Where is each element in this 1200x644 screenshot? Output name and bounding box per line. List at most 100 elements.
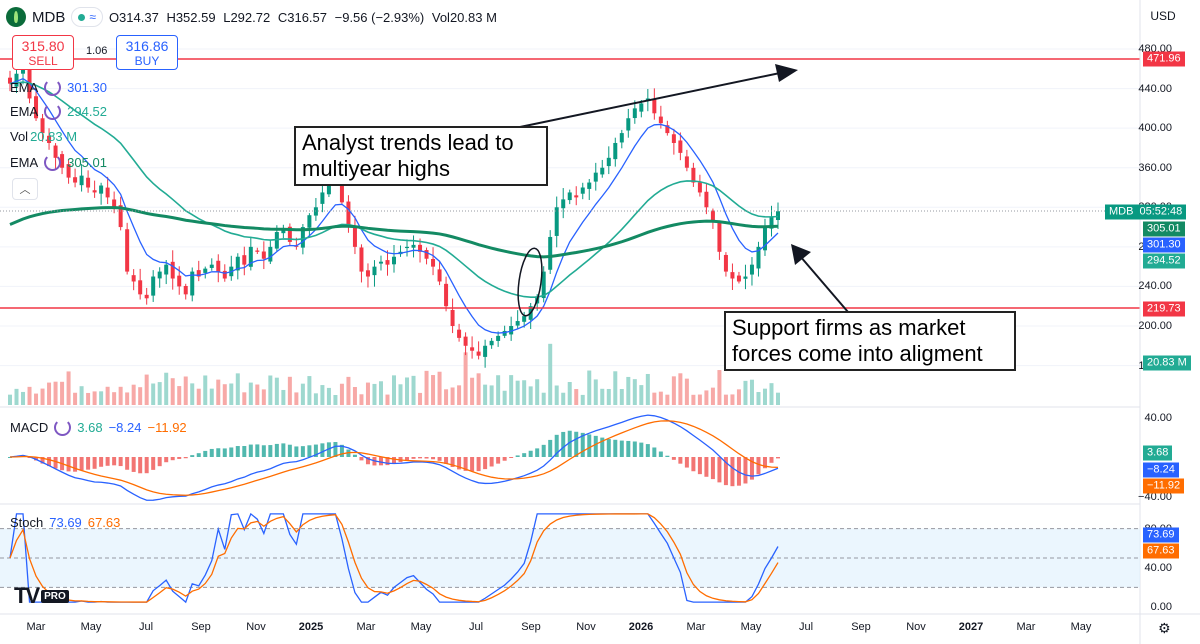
volume-bar — [261, 389, 266, 405]
buy-price: 316.86 — [125, 37, 169, 54]
candle-body — [548, 236, 553, 270]
candle-body — [281, 229, 286, 234]
time-axis-label: May — [1070, 621, 1092, 633]
volume-bar — [53, 381, 58, 405]
wave-icon: ≈ — [89, 10, 96, 24]
ema-2-name: EMA — [10, 104, 39, 119]
macd-histogram-bar — [496, 457, 501, 464]
candle-body — [431, 258, 436, 267]
candle-body — [405, 246, 410, 249]
candle-body — [378, 261, 383, 264]
macd-histogram-bar — [118, 457, 123, 467]
macd-histogram-bar — [658, 451, 663, 457]
open-value: O314.37 — [108, 9, 159, 25]
macd-histogram-bar — [313, 444, 318, 457]
candle-body — [717, 222, 722, 252]
macd-value-2: −8.24 — [108, 420, 142, 435]
macd-histogram-bar — [736, 457, 741, 486]
volume-bar — [541, 392, 546, 405]
stoch-legend[interactable]: Stoch 73.69 67.63 — [10, 515, 120, 530]
candle-body — [489, 340, 494, 346]
macd-histogram-bar — [769, 457, 774, 463]
refresh-icon[interactable] — [54, 419, 72, 436]
volume-bar — [626, 376, 631, 405]
macd-histogram-bar — [470, 457, 475, 472]
sell-button[interactable]: 315.80 SELL — [12, 35, 74, 70]
trend-arrow[interactable] — [519, 64, 798, 128]
candle-body — [53, 145, 58, 158]
candle-body — [483, 345, 488, 357]
macd-histogram-bar — [483, 457, 488, 470]
volume-bar — [730, 394, 735, 405]
candle-body — [645, 98, 650, 101]
candle-body — [40, 118, 45, 134]
refresh-icon[interactable] — [44, 154, 62, 171]
buy-button[interactable]: 316.86 BUY — [116, 35, 178, 70]
volume-bar — [678, 373, 683, 405]
candle-body — [671, 134, 676, 143]
macd-histogram-bar — [99, 457, 104, 467]
time-axis-label: Mar — [686, 621, 706, 633]
candle-body — [268, 246, 273, 262]
candle-body — [326, 182, 331, 195]
macd-histogram-bar — [548, 439, 553, 457]
volume-bar — [170, 378, 175, 405]
legend-volume[interactable]: Vol 20.83 M — [10, 129, 77, 144]
volume-bar — [483, 384, 488, 405]
macd-histogram-bar — [411, 457, 416, 459]
candle-body — [47, 135, 52, 143]
support-arrow[interactable] — [791, 244, 849, 313]
volume-bar — [587, 370, 592, 405]
volume-bar — [723, 394, 728, 405]
candle-body — [60, 154, 65, 168]
price-axis-label: 240.00 — [1138, 280, 1172, 293]
volume-bar — [125, 392, 130, 405]
macd-histogram-bar — [541, 444, 546, 457]
volume-bar — [359, 394, 364, 405]
legend-ema-2[interactable]: EMA 294.52 — [10, 103, 107, 120]
close-value: C316.57 — [277, 9, 327, 25]
gear-icon[interactable]: ⚙ — [1158, 620, 1171, 636]
macd-histogram-bar — [164, 457, 169, 463]
volume-bar — [105, 386, 110, 405]
macd-histogram-bar — [749, 457, 754, 480]
macd-legend[interactable]: MACD 3.68 −8.24 −11.92 — [10, 419, 187, 436]
candle-body — [561, 199, 566, 209]
macd-histogram-bar — [405, 457, 410, 461]
candle-body — [457, 329, 462, 338]
symbol-name[interactable]: MDB — [32, 8, 66, 26]
volume-bar — [131, 384, 136, 405]
annotation-bottom[interactable]: Support firms as market forces come into… — [724, 311, 1016, 371]
tradingview-logo[interactable]: TV PRO — [14, 583, 69, 609]
volume-bar — [717, 370, 722, 405]
market-status-pill[interactable]: ≈ — [71, 7, 103, 27]
refresh-icon[interactable] — [44, 103, 62, 120]
macd-histogram-bar — [665, 455, 670, 457]
candle-body — [92, 190, 97, 193]
collapse-legend-button[interactable]: ︿ — [12, 178, 38, 200]
stoch-pane — [0, 512, 1140, 604]
legend-ema-3[interactable]: EMA 305.01 — [10, 154, 107, 171]
macd-tag-2: −8.24 — [1143, 462, 1179, 478]
candle-body — [710, 210, 715, 223]
volume-bar — [606, 388, 611, 405]
breakout-ellipse[interactable] — [514, 247, 545, 317]
legend-ema-1[interactable]: EMA 301.30 — [10, 79, 107, 96]
candle-body — [112, 199, 117, 208]
support-tag: 219.73 — [1143, 301, 1185, 317]
candle-body — [385, 260, 390, 265]
stoch-axis-label: 0.00 — [1150, 601, 1172, 613]
volume-bar — [60, 381, 65, 405]
volume-bar — [216, 379, 221, 405]
volume-bar — [776, 392, 780, 405]
annotation-top[interactable]: Analyst trends lead to multiyear highs — [294, 126, 548, 186]
currency-selector[interactable]: USD — [1150, 9, 1176, 23]
stoch-tag-k: 73.69 — [1143, 527, 1179, 543]
refresh-icon[interactable] — [44, 79, 62, 96]
candle-body — [66, 164, 71, 178]
macd-histogram-bar — [574, 431, 579, 457]
macd-histogram-bar — [457, 457, 462, 470]
candle-body — [665, 125, 670, 134]
buy-label: BUY — [134, 53, 160, 68]
